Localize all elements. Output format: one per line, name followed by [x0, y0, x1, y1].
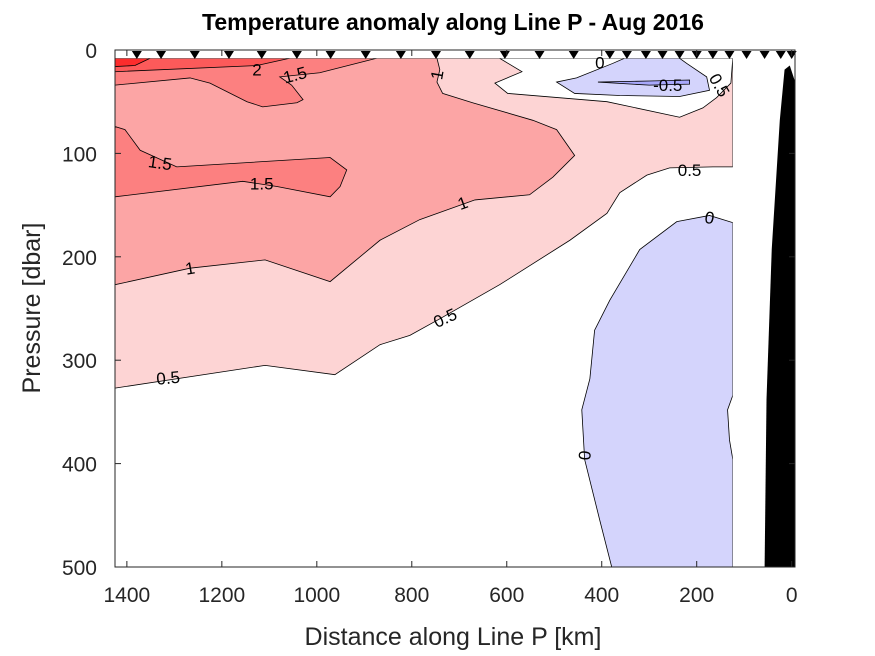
anomaly-negative-top — [555, 57, 710, 97]
station-marker — [640, 51, 651, 59]
contour-label: 0.5 — [156, 368, 181, 389]
x-tick-label: 1000 — [293, 584, 340, 607]
x-tick-label: 600 — [489, 584, 524, 607]
station-marker — [568, 51, 579, 59]
axes: 1400 1200 1000 800 600 400 200 0010020030040050… — [62, 40, 798, 607]
y-tick-label: 100 — [62, 143, 97, 166]
station-marker — [759, 51, 770, 59]
y-tick-label: 0 — [85, 40, 97, 63]
contour-label: 0 — [595, 53, 604, 72]
x-tick-label: 1400 — [104, 584, 151, 607]
station-marker — [604, 51, 615, 59]
contour-label: 1 — [184, 258, 197, 278]
station-marker — [189, 51, 200, 59]
station-marker — [621, 51, 632, 59]
station-marker — [156, 51, 167, 59]
surface-strip — [115, 50, 795, 59]
y-tick-label: 300 — [62, 350, 97, 373]
x-tick-label: 200 — [679, 584, 714, 607]
x-tick-label: 1200 — [198, 584, 245, 607]
y-tick-label: 500 — [62, 557, 97, 580]
station-marker — [534, 51, 545, 59]
contour-label: 1.5 — [250, 174, 274, 193]
x-axis-label: Distance along Line P [km] — [305, 623, 602, 651]
chart-marks — [131, 51, 797, 59]
anomaly-1.5-top-region — [115, 57, 377, 108]
station-marker — [657, 51, 668, 59]
station-marker — [325, 51, 336, 59]
chart-title: Temperature anomaly along Line P - Aug 2… — [202, 9, 704, 35]
station-marker — [674, 51, 685, 59]
contour-label: 1.5 — [147, 152, 173, 174]
y-axis-label: Pressure [dbar] — [18, 223, 46, 394]
contour-label: -0.5 — [653, 76, 682, 95]
station-marker — [741, 51, 752, 59]
station-marker — [775, 51, 786, 59]
station-marker — [431, 51, 442, 59]
anomaly-1.5-mid-region — [115, 126, 348, 198]
contour-label: 0 — [703, 208, 716, 228]
x-tick-label: 0 — [786, 584, 798, 607]
station-marker — [724, 51, 735, 59]
station-marker — [707, 51, 718, 59]
station-marker — [256, 51, 267, 59]
x-tick-label: 800 — [394, 584, 429, 607]
axes-box — [114, 49, 796, 568]
contour-label: 1 — [427, 69, 447, 82]
station-marker — [464, 51, 475, 59]
bathymetry — [764, 65, 795, 567]
station-marker — [499, 51, 510, 59]
anomaly-minus-0.5-top — [597, 79, 690, 86]
station-marker — [395, 51, 406, 59]
y-tick-label: 200 — [62, 247, 97, 270]
station-marker — [223, 51, 234, 59]
station-marker — [291, 51, 302, 59]
station-marker — [360, 51, 371, 59]
contour-label: 0.5 — [678, 161, 702, 180]
station-marker — [131, 51, 142, 59]
x-tick-label: 400 — [584, 584, 619, 607]
y-tick-label: 400 — [62, 454, 97, 477]
no-data-region — [732, 50, 766, 567]
contour-label: 0 — [575, 450, 595, 461]
contour-label: 2 — [252, 61, 261, 80]
